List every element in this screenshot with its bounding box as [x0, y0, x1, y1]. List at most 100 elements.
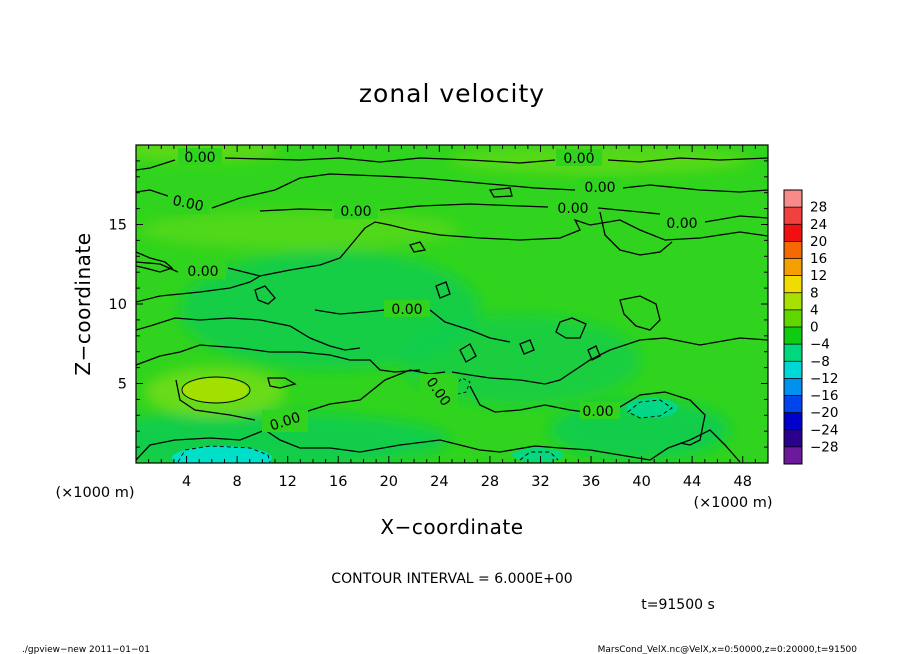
contour-label: 0.00 — [340, 204, 371, 220]
contour-label: 0.00 — [666, 216, 697, 232]
colorbar-label: 4 — [810, 302, 819, 318]
zero-contour — [435, 281, 451, 299]
x-tick-label: 16 — [329, 474, 347, 490]
y-tick-label: 15 — [109, 218, 127, 234]
colorbar-label: 24 — [810, 217, 827, 233]
colorbar-swatch — [784, 429, 802, 448]
plot-area: 0.00 0.00 0.00 0.00 0.00 0.00 0.00 0.00 … — [109, 144, 769, 490]
zero-contour — [136, 218, 768, 277]
y-unit-label: (×1000 m) — [55, 485, 134, 501]
contour-label: 0.00 — [557, 201, 588, 217]
zero-contour — [259, 203, 768, 223]
x-tick-label: 28 — [481, 474, 499, 490]
x-tick-label: 32 — [531, 474, 549, 490]
colorbar-swatch — [784, 412, 802, 431]
zero-contour — [267, 377, 297, 389]
colorbar-label: 0 — [810, 320, 819, 336]
x-tick-label: 40 — [632, 474, 650, 490]
negative-contour — [177, 445, 271, 463]
zero-contour — [175, 369, 706, 446]
zero-contour — [587, 345, 601, 361]
negative-core — [172, 446, 272, 463]
x-tick-label: 44 — [683, 474, 701, 490]
contour-label: 0.00 — [187, 264, 218, 280]
colorbar-swatch — [784, 446, 802, 465]
zero-contour — [136, 429, 741, 463]
zero-contour — [555, 317, 587, 339]
x-tick-label: 36 — [582, 474, 600, 490]
colorbar-swatch — [784, 344, 802, 362]
x-axis: 4 8 12 16 20 24 28 32 36 40 44 48 — [182, 145, 752, 490]
zero-contour — [136, 251, 174, 273]
colorbar-swatch — [784, 258, 802, 276]
colorbar-label: −12 — [810, 371, 839, 387]
zero-contour — [409, 241, 427, 253]
contour-label: 0.00 — [584, 180, 615, 196]
colorbar-swatch — [784, 190, 802, 208]
contour-lines — [136, 157, 768, 463]
zero-contour — [136, 337, 768, 385]
zero-contour — [599, 211, 673, 256]
y-tick-label: 10 — [109, 297, 127, 313]
positive-core — [182, 378, 248, 402]
zero-contour — [459, 343, 477, 363]
x-unit-label: (×1000 m) — [693, 495, 772, 511]
colorbar-label: −16 — [810, 388, 839, 404]
colorbar-label: −24 — [810, 422, 839, 438]
colorbar-label: −20 — [810, 405, 839, 421]
contour-label: 0.00 — [582, 404, 613, 420]
contour-label: 0.00 — [171, 193, 205, 215]
y-axis-label: Z−coordinate — [71, 232, 95, 375]
contour-labels: 0.00 0.00 0.00 0.00 0.00 0.00 0.00 0.00 … — [168, 148, 704, 434]
weak-negative-region — [180, 250, 480, 370]
footer-right: MarsCond_VelX.nc@VelX,x=0:50000,z=0:2000… — [598, 645, 858, 654]
x-tick-label: 12 — [278, 474, 296, 490]
contour-interval-text: CONTOUR INTERVAL = 6.000E+00 — [331, 571, 572, 587]
zero-contour — [136, 173, 768, 209]
colorbar-label: 20 — [810, 234, 827, 250]
contour-label: 0.00 — [563, 151, 594, 167]
x-tick-label: 20 — [380, 474, 398, 490]
x-tick-label: 8 — [233, 474, 242, 490]
colorbar-label: −28 — [810, 439, 839, 455]
chart-title: zonal velocity — [359, 79, 545, 108]
positive-contour — [181, 376, 251, 404]
x-axis-label: X−coordinate — [380, 515, 523, 539]
x-tick-label: 4 — [182, 474, 191, 490]
colorbar-label: −8 — [810, 354, 830, 370]
zero-contour — [619, 295, 661, 331]
minor-ticks — [136, 145, 768, 463]
colorbar-swatch — [784, 292, 802, 311]
colorbar-swatch — [784, 207, 802, 225]
contour-label: 0.00 — [184, 150, 215, 166]
footer-left: ./gpview−new 2011−01−01 — [22, 645, 150, 654]
x-tick-label: 48 — [733, 474, 751, 490]
colorbar-swatch — [784, 327, 802, 345]
negative-contour — [519, 451, 559, 461]
colorbar-swatch — [784, 275, 802, 294]
y-axis: 5 10 15 — [109, 218, 768, 393]
colorbar-swatch — [784, 224, 802, 242]
zero-contour — [488, 187, 513, 198]
colorbar-swatch — [784, 241, 802, 259]
x-tick-label: 24 — [430, 474, 448, 490]
colorbar-swatch — [784, 378, 802, 396]
zero-contour — [136, 275, 261, 303]
negative-contour — [454, 377, 471, 395]
colorbar-label: 12 — [810, 268, 827, 284]
colorbar-label: 28 — [810, 200, 827, 216]
colorbar-swatch — [784, 395, 802, 413]
zero-contour — [136, 157, 768, 171]
weak-positive-region — [140, 210, 460, 250]
zero-contour — [136, 309, 511, 351]
negative-core — [512, 448, 564, 462]
zero-contour — [254, 285, 276, 305]
colorbar-label: 16 — [810, 251, 827, 267]
colorbar-swatch — [784, 361, 802, 379]
colorbar-swatch — [784, 309, 802, 328]
negative-contour — [627, 399, 673, 419]
contour-label: 0.00 — [391, 302, 422, 318]
colorbar-label: −4 — [810, 337, 830, 353]
